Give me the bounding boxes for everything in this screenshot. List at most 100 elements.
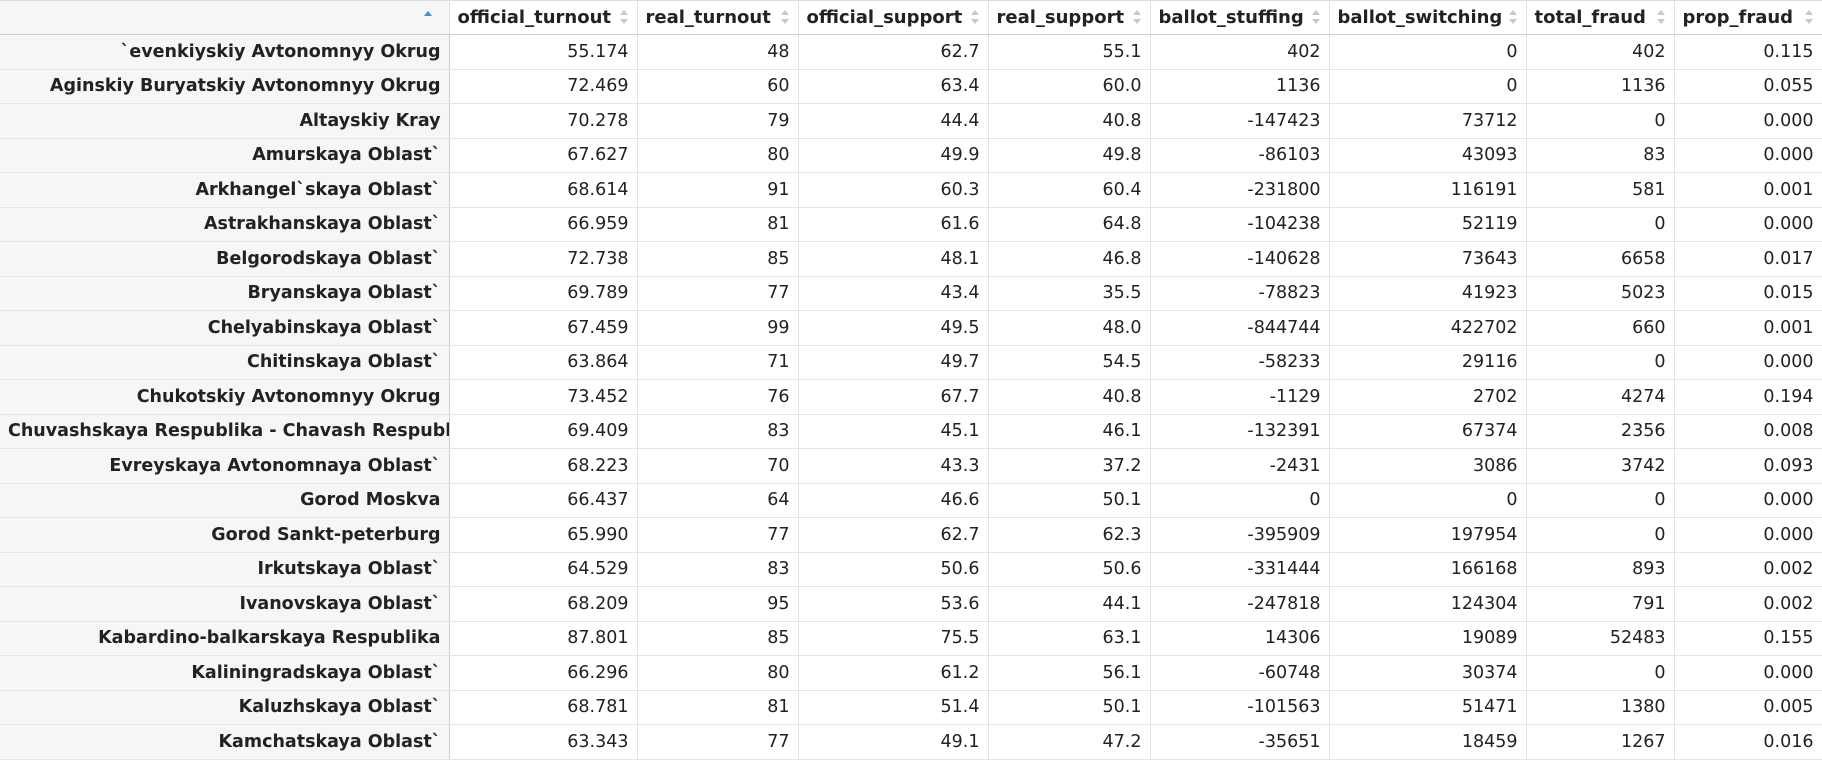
cell-real-support: 44.1 — [988, 586, 1151, 622]
cell-prop-fraud: 0.055 — [1674, 69, 1822, 104]
column-header-ballot-switching[interactable]: ballot_switching — [1329, 0, 1527, 35]
cell-official-support: 53.6 — [798, 586, 989, 622]
cell-official-support: 43.3 — [798, 448, 989, 484]
table-row: Altayskiy Kray 70.278 79 44.4 40.8 -147423 737… — [0, 103, 1822, 139]
cell-prop-fraud: 0.155 — [1674, 621, 1822, 656]
table-row: Chukotskiy Avtonomnyy Okrug 73.452 76 67.7 4… — [0, 379, 1822, 415]
sort-icon[interactable] — [780, 9, 790, 25]
column-header-official-support[interactable]: official_support — [798, 0, 989, 35]
cell-ballot-switching: 43093 — [1329, 138, 1527, 173]
table-row: `evenkiyskiy Avtonomnyy Okrug 55.174 48 62.… — [0, 34, 1822, 70]
cell-ballot-stuffing: 402 — [1150, 34, 1330, 70]
cell-real-support: 50.1 — [988, 690, 1151, 725]
cell-total-fraud: 0 — [1526, 517, 1675, 553]
cell-real-turnout: 99 — [637, 310, 799, 346]
column-header-label: real_turnout — [645, 7, 771, 28]
column-header-label: real_support — [996, 7, 1125, 28]
cell-total-fraud: 0 — [1526, 207, 1675, 242]
column-header-label: prop_fraud — [1682, 7, 1794, 28]
column-header-total-fraud[interactable]: total_fraud — [1526, 0, 1675, 35]
cell-ballot-stuffing: -231800 — [1150, 172, 1330, 208]
sort-icon[interactable] — [1508, 9, 1518, 25]
cell-prop-fraud: 0.002 — [1674, 586, 1822, 622]
cell-total-fraud: 83 — [1526, 138, 1675, 173]
cell-official-turnout: 63.864 — [449, 345, 638, 380]
column-header-real-turnout[interactable]: real_turnout — [637, 0, 799, 35]
sort-icon[interactable] — [619, 9, 629, 25]
cell-prop-fraud: 0.000 — [1674, 138, 1822, 173]
row-name-cell: Evreyskaya Avtonomnaya Oblast` — [0, 448, 450, 484]
row-name-cell: Kaliningradskaya Oblast` — [0, 655, 450, 691]
cell-real-support: 54.5 — [988, 345, 1151, 380]
column-header-official-turnout[interactable]: official_turnout — [449, 0, 638, 35]
cell-official-support: 49.5 — [798, 310, 989, 346]
row-name-cell: Chelyabinskaya Oblast` — [0, 310, 450, 346]
row-name-cell: Belgorodskaya Oblast` — [0, 241, 450, 277]
cell-ballot-switching: 67374 — [1329, 414, 1527, 449]
sort-ascending-icon[interactable] — [423, 10, 433, 26]
cell-real-support: 50.1 — [988, 483, 1151, 518]
column-header-rowname[interactable] — [0, 0, 450, 35]
cell-official-support: 48.1 — [798, 241, 989, 277]
cell-ballot-switching: 18459 — [1329, 724, 1527, 760]
cell-real-turnout: 85 — [637, 621, 799, 656]
cell-official-support: 60.3 — [798, 172, 989, 208]
cell-ballot-switching: 0 — [1329, 69, 1527, 104]
cell-prop-fraud: 0.000 — [1674, 655, 1822, 691]
cell-official-support: 62.7 — [798, 517, 989, 553]
cell-total-fraud: 402 — [1526, 34, 1675, 70]
row-name-cell: Arkhangel`skaya Oblast` — [0, 172, 450, 208]
row-name-cell: Kamchatskaya Oblast` — [0, 724, 450, 760]
table-row: Amurskaya Oblast` 67.627 80 49.9 49.8 -86103 4… — [0, 138, 1822, 173]
cell-ballot-stuffing: -2431 — [1150, 448, 1330, 484]
cell-official-turnout: 72.469 — [449, 69, 638, 104]
cell-total-fraud: 0 — [1526, 345, 1675, 380]
cell-ballot-stuffing: -844744 — [1150, 310, 1330, 346]
cell-official-turnout: 64.529 — [449, 552, 638, 587]
cell-prop-fraud: 0.000 — [1674, 483, 1822, 518]
cell-official-turnout: 69.789 — [449, 276, 638, 311]
cell-real-turnout: 60 — [637, 69, 799, 104]
cell-ballot-switching: 51471 — [1329, 690, 1527, 725]
column-header-real-support[interactable]: real_support — [988, 0, 1151, 35]
cell-official-support: 49.7 — [798, 345, 989, 380]
cell-prop-fraud: 0.000 — [1674, 517, 1822, 553]
cell-total-fraud: 4274 — [1526, 379, 1675, 415]
table-row: Kaliningradskaya Oblast` 66.296 80 61.2 56.1… — [0, 655, 1822, 691]
cell-real-turnout: 48 — [637, 34, 799, 70]
sort-icon[interactable] — [1804, 9, 1814, 25]
cell-real-turnout: 81 — [637, 690, 799, 725]
cell-official-turnout: 73.452 — [449, 379, 638, 415]
sort-icon[interactable] — [970, 9, 980, 25]
cell-real-support: 35.5 — [988, 276, 1151, 311]
table-row: Astrakhanskaya Oblast` 66.959 81 61.6 64.8 -1… — [0, 207, 1822, 242]
row-name-cell: Astrakhanskaya Oblast` — [0, 207, 450, 242]
sort-icon[interactable] — [1656, 9, 1666, 25]
column-header-ballot-stuffing[interactable]: ballot_stuffing — [1150, 0, 1330, 35]
cell-ballot-stuffing: -35651 — [1150, 724, 1330, 760]
cell-ballot-stuffing: -132391 — [1150, 414, 1330, 449]
cell-official-support: 61.2 — [798, 655, 989, 691]
column-header-prop-fraud[interactable]: prop_fraud — [1674, 0, 1822, 35]
cell-ballot-switching: 3086 — [1329, 448, 1527, 484]
cell-ballot-switching: 41923 — [1329, 276, 1527, 311]
sort-icon[interactable] — [1311, 9, 1321, 25]
cell-official-turnout: 68.781 — [449, 690, 638, 725]
cell-real-support: 60.0 — [988, 69, 1151, 104]
table-row: Arkhangel`skaya Oblast` 68.614 91 60.3 60.4-… — [0, 172, 1822, 208]
cell-official-turnout: 66.959 — [449, 207, 638, 242]
cell-official-support: 75.5 — [798, 621, 989, 656]
cell-real-support: 64.8 — [988, 207, 1151, 242]
cell-real-turnout: 81 — [637, 207, 799, 242]
table-row: Aginskiy Buryatskiy Avtonomnyy Okrug 72.4… — [0, 69, 1822, 104]
table-row: Chuvashskaya Respublika - Chavash Respub… — [0, 414, 1822, 449]
sort-icon[interactable] — [1132, 9, 1142, 25]
cell-prop-fraud: 0.093 — [1674, 448, 1822, 484]
cell-real-turnout: 95 — [637, 586, 799, 622]
row-name-cell: Bryanskaya Oblast` — [0, 276, 450, 311]
cell-ballot-switching: 166168 — [1329, 552, 1527, 587]
cell-ballot-switching: 52119 — [1329, 207, 1527, 242]
cell-official-turnout: 68.223 — [449, 448, 638, 484]
table-row: Gorod Moskva 66.437 64 46.6 50.1 0 0 0 0.000 — [0, 483, 1822, 518]
